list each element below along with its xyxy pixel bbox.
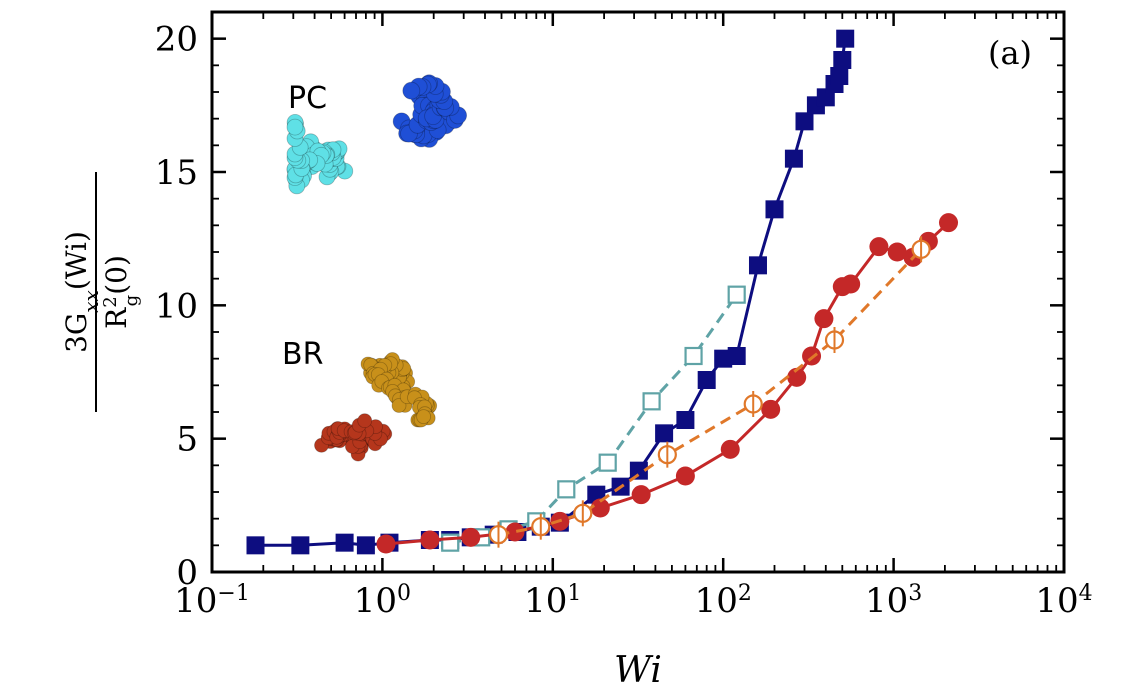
series-1-point <box>291 536 310 555</box>
series-3-point <box>675 466 695 486</box>
series-1-point <box>335 533 354 552</box>
y-axis-label-denominator: R2g(0) <box>100 255 142 329</box>
plot-frame <box>210 10 1066 574</box>
pc-bead <box>286 118 304 136</box>
series-3-point <box>631 485 651 505</box>
series-1-point <box>697 371 716 389</box>
series-3-point <box>461 527 481 547</box>
series-1-point <box>830 67 849 85</box>
series-2-point <box>557 480 576 499</box>
pc-bead <box>402 81 421 100</box>
series-2-point <box>598 453 617 472</box>
inset-label-pc: PC <box>288 81 327 116</box>
y-tick-label: 15 <box>155 153 198 193</box>
series-1-point <box>356 536 375 555</box>
series-3-point <box>761 399 781 419</box>
series-3-point <box>590 498 610 518</box>
series-1-point <box>795 112 814 131</box>
series-layer <box>246 29 959 555</box>
series-1-point <box>676 411 695 429</box>
series-3-point <box>376 534 396 554</box>
series-1-point <box>246 536 265 555</box>
br-bead <box>391 398 407 413</box>
y-tick-label: 0 <box>176 553 198 593</box>
series-3-point <box>841 274 861 294</box>
x-axis-label: Wi <box>614 650 662 691</box>
series-3-point <box>505 522 525 542</box>
series-3-point <box>420 530 440 550</box>
series-3-point <box>787 367 807 387</box>
series-1-point <box>833 51 852 69</box>
series-1-point <box>629 461 648 480</box>
panel-label: (a) <box>988 34 1032 72</box>
series-3-point <box>887 242 907 262</box>
series-1-point <box>836 29 855 48</box>
series-3-point <box>802 346 822 366</box>
br-bead <box>357 413 373 429</box>
series-3-point <box>869 237 889 257</box>
series-3-point <box>939 213 959 233</box>
series-2-point <box>642 392 661 411</box>
y-tick-label: 20 <box>155 20 198 60</box>
inset-label-br: BR <box>282 337 323 372</box>
series-3-point <box>814 309 834 329</box>
series-1-point <box>655 424 674 443</box>
series-1-point <box>727 347 746 365</box>
y-tick-label: 10 <box>155 286 198 326</box>
series-1-point <box>748 256 767 275</box>
series-1-point <box>784 149 803 168</box>
x-tick-label: 102 <box>695 581 752 622</box>
series-1-point <box>765 200 784 219</box>
br-bead <box>416 409 432 425</box>
series-2-point <box>727 285 746 304</box>
x-tick-label: 103 <box>865 581 922 622</box>
y-tick-label: 5 <box>176 420 198 460</box>
molecule-insets <box>286 74 468 462</box>
series-2-point <box>684 346 703 366</box>
series-3-point <box>720 439 740 459</box>
